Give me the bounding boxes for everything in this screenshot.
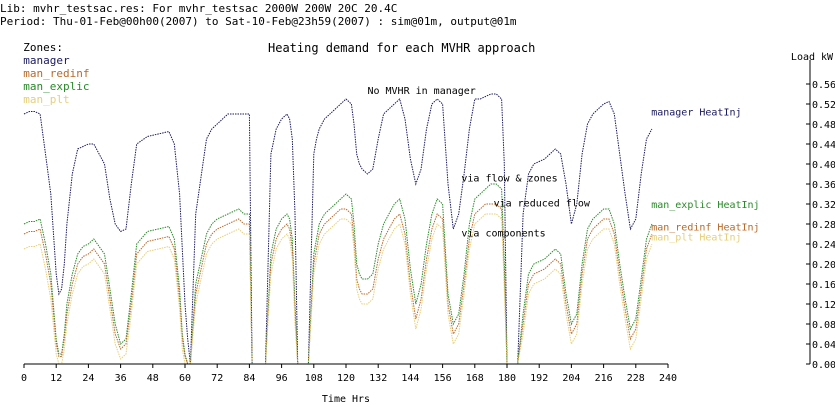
- y-tick-label-1: 0.04: [812, 340, 835, 351]
- series-label-1: man_explic HeatInj: [651, 200, 759, 211]
- zone-man-redinf: man_redinf: [23, 67, 90, 80]
- y-tick-label-8: 0.32: [812, 200, 835, 211]
- x-tick-label-7: 84: [243, 373, 255, 384]
- x-tick-label-16: 192: [530, 373, 548, 384]
- annotation-1: via flow & zones: [461, 174, 557, 185]
- series-label-0: manager HeatInj: [651, 108, 741, 119]
- x-tick-label-6: 72: [211, 373, 223, 384]
- x-tick-label-9: 108: [305, 373, 323, 384]
- y-tick-label-10: 0.40: [812, 160, 835, 171]
- y-tick-label-3: 0.12: [812, 300, 835, 311]
- y-tick-label-0: 0.00: [812, 360, 835, 371]
- y-tick-label-13: 0.52: [812, 100, 835, 111]
- x-tick-label-2: 24: [82, 373, 94, 384]
- x-tick-label-1: 12: [50, 373, 62, 384]
- chart-title: Heating demand for each MVHR approach: [268, 41, 536, 55]
- zones-label: Zones:: [23, 41, 63, 54]
- series-label-3: man_plt HeatInj: [651, 233, 741, 244]
- x-tick-label-10: 120: [337, 373, 355, 384]
- period-line: Period: Thu-01-Feb@00h00(2007) to Sat-10…: [0, 15, 517, 28]
- zone-man-explic: man_explic: [23, 80, 90, 93]
- y-axis-title: Load kW: [791, 52, 834, 63]
- y-tick-label-9: 0.36: [812, 180, 835, 191]
- x-tick-label-14: 168: [466, 373, 484, 384]
- x-tick-label-3: 36: [115, 373, 127, 384]
- x-tick-label-12: 144: [401, 373, 419, 384]
- zones-legend: Zones: manager man_redinf man_explic man…: [10, 28, 95, 106]
- x-tick-label-18: 216: [595, 373, 613, 384]
- y-tick-label-11: 0.44: [812, 140, 835, 151]
- x-tick-label-19: 228: [627, 373, 645, 384]
- lib-line: Lib: mvhr_testsac.res: For mvhr_testsac …: [0, 2, 398, 15]
- annotation-0: No MVHR in manager: [367, 86, 475, 97]
- x-tick-label-11: 132: [369, 373, 387, 384]
- x-axis-title: Time Hrs: [322, 394, 370, 405]
- x-tick-label-17: 204: [562, 373, 580, 384]
- y-tick-label-7: 0.28: [812, 220, 835, 231]
- annotation-3: via components: [461, 229, 545, 240]
- series-label-2: man_redinf HeatInj: [651, 223, 759, 234]
- x-tick-label-4: 48: [147, 373, 159, 384]
- y-tick-label-5: 0.20: [812, 260, 835, 271]
- x-tick-label-20: 240: [659, 373, 677, 384]
- series-line-2: [23, 203, 653, 365]
- y-tick-label-4: 0.16: [812, 280, 835, 291]
- y-tick-label-2: 0.08: [812, 320, 835, 331]
- x-tick-label-13: 156: [434, 373, 452, 384]
- y-tick-label-14: 0.56: [812, 80, 835, 91]
- series-line-0: [23, 93, 653, 365]
- y-tick-label-12: 0.48: [812, 120, 835, 131]
- annotation-2: via reduced flow: [494, 199, 591, 210]
- zone-man-plt: man_plt: [23, 93, 70, 106]
- x-tick-label-15: 180: [498, 373, 516, 384]
- x-tick-label-5: 60: [179, 373, 191, 384]
- x-tick-label-0: 0: [21, 373, 27, 384]
- series-line-1: [23, 183, 653, 365]
- y-tick-label-6: 0.24: [812, 240, 835, 251]
- x-tick-label-8: 96: [276, 373, 288, 384]
- zone-manager: manager: [23, 54, 70, 67]
